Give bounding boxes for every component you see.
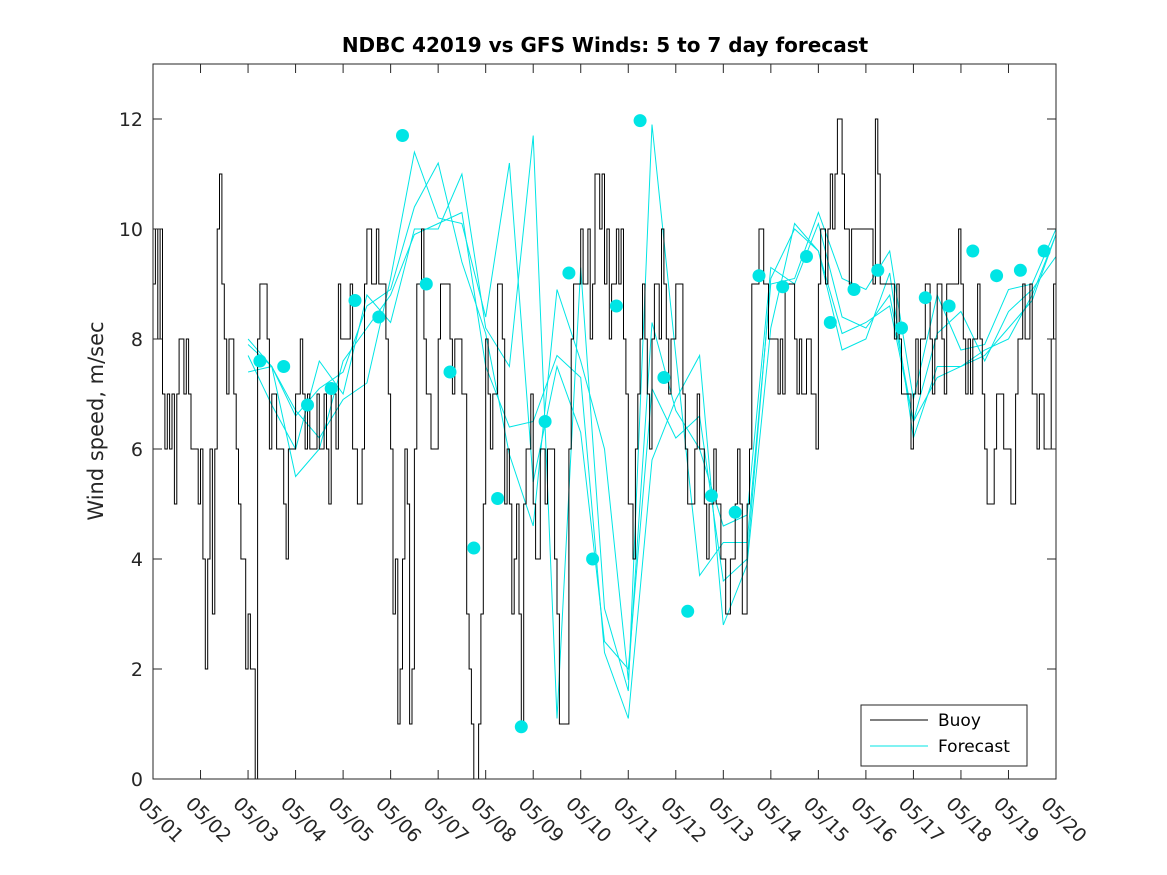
buoy-line (153, 118, 1056, 779)
forecast-marker (990, 269, 1004, 283)
forecast-marker (372, 310, 386, 324)
forecast-marker (1013, 263, 1027, 277)
forecast-marker (895, 321, 908, 335)
forecast-marker (800, 250, 813, 263)
forecast-marker (277, 360, 291, 373)
forecast-marker (728, 505, 742, 519)
forecast-line-3 (247, 211, 1056, 719)
forecast-marker (491, 492, 505, 505)
y-tick-label: 8 (131, 329, 143, 351)
forecast-marker (704, 489, 718, 503)
chart-title: NDBC 42019 vs GFS Winds: 5 to 7 day fore… (342, 33, 869, 57)
forecast-marker (467, 541, 481, 555)
y-tick-label: 12 (119, 109, 143, 131)
forecast-marker (752, 269, 766, 283)
forecast-marker (443, 365, 457, 379)
forecast-marker (657, 371, 671, 384)
forecast-marker (823, 316, 837, 329)
y-axis: 0 2 4 6 8 10 12 (119, 109, 1056, 791)
y-tick-label: 0 (131, 769, 143, 791)
forecast-marker (514, 720, 528, 734)
forecast-marker (681, 604, 695, 618)
forecast-marker (253, 354, 267, 368)
buoy-series-group (153, 118, 1056, 779)
forecast-marker (1037, 244, 1051, 258)
forecast-line-1 (247, 161, 1056, 681)
forecast-marker (633, 114, 647, 128)
forecast-marker (847, 283, 861, 296)
legend-buoy-label: Buoy (938, 711, 981, 731)
legend-forecast-label: Forecast (938, 737, 1010, 757)
y-tick-label: 6 (131, 439, 143, 461)
forecast-marker (538, 415, 552, 428)
forecast-marker (586, 552, 600, 566)
forecast-marker (918, 291, 932, 305)
forecast-marker (942, 299, 956, 313)
y-tick-label: 4 (131, 549, 143, 571)
forecast-marker (301, 398, 314, 412)
forecast-marker (776, 280, 790, 294)
forecast-marker (871, 263, 885, 277)
legend: Buoy Forecast (860, 704, 1028, 767)
forecast-marker (348, 294, 362, 307)
y-tick-label: 2 (131, 659, 143, 681)
forecast-markers-group (253, 114, 1051, 734)
forecast-marker (396, 129, 409, 142)
forecast-marker (609, 299, 623, 313)
forecast-marker (966, 244, 980, 258)
y-tick-label: 10 (119, 219, 143, 241)
plot-area (153, 64, 1056, 779)
forecast-marker (419, 277, 433, 291)
forecast-marker (562, 266, 576, 280)
y-axis-label: Wind speed, m/sec (84, 321, 108, 520)
legend-box (860, 704, 1028, 767)
forecast-marker (324, 382, 338, 395)
axes-box (152, 63, 1057, 780)
